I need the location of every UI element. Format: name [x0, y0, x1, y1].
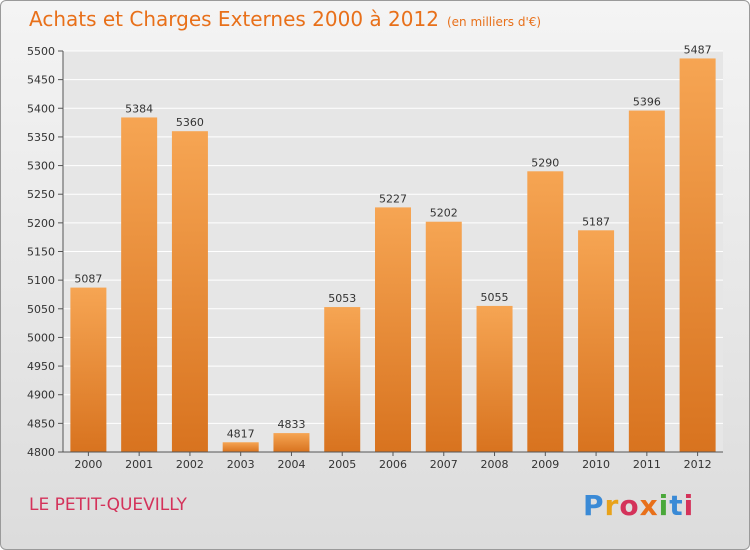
bar-2008	[476, 305, 513, 452]
data-label-2011: 5396	[633, 96, 661, 109]
x-tick-label-2009: 2009	[531, 458, 559, 471]
proxiti-logo: Proxiti	[583, 489, 693, 523]
data-label-2007: 5202	[430, 207, 458, 220]
data-label-2003: 4817	[227, 427, 255, 440]
logo-letter: P	[583, 489, 605, 522]
data-label-2000: 5087	[74, 273, 102, 286]
bar-2010	[578, 230, 615, 452]
x-tick-label-2012: 2012	[684, 458, 712, 471]
x-tick-label-2004: 2004	[277, 458, 305, 471]
x-tick-label-2005: 2005	[328, 458, 356, 471]
x-tick-label-2007: 2007	[430, 458, 458, 471]
data-label-2009: 5290	[531, 156, 559, 169]
data-label-2010: 5187	[582, 215, 610, 228]
bar-2000	[70, 287, 107, 452]
y-tick-label: 5400	[27, 102, 55, 115]
data-label-2006: 5227	[379, 192, 407, 205]
x-tick-label-2003: 2003	[227, 458, 255, 471]
y-tick-label: 5200	[27, 217, 55, 230]
x-tick-label-2000: 2000	[74, 458, 102, 471]
y-tick-label: 4900	[27, 389, 55, 402]
logo-letter: i	[683, 489, 695, 522]
commune-name: LE PETIT-QUEVILLY	[29, 495, 187, 515]
y-tick-label: 5350	[27, 131, 55, 144]
bars	[70, 58, 716, 453]
bar-2009	[527, 171, 564, 453]
logo-letter: x	[639, 489, 659, 522]
chart-title-text: Achats et Charges Externes 2000 à 2012	[29, 7, 439, 31]
x-tick-label-2011: 2011	[633, 458, 661, 471]
data-label-2008: 5055	[481, 291, 509, 304]
logo-letter: i	[658, 489, 670, 522]
x-tick-label-2010: 2010	[582, 458, 610, 471]
data-label-2004: 4833	[277, 418, 305, 431]
y-tick-label: 5150	[27, 246, 55, 259]
x-axis: 2000 2001 2002 2003 2004 2005 2006 2007 2008 2009…	[63, 451, 723, 471]
y-tick-label: 5250	[27, 188, 55, 201]
x-tick-label-2001: 2001	[125, 458, 153, 471]
chart-subtitle: (en milliers d'€)	[446, 15, 542, 29]
bar-2006	[375, 207, 411, 452]
x-tick-label-2006: 2006	[379, 458, 407, 471]
y-tick-label: 4800	[27, 446, 55, 459]
data-label-2012: 5487	[684, 43, 712, 56]
y-tick-label: 4850	[27, 417, 55, 430]
data-labels: 5087 5384 5360 4817 4833 5053 5227 5202 5055 5290…	[74, 43, 711, 440]
bar-2005	[324, 307, 361, 452]
bar-2004	[273, 433, 310, 452]
x-tick-label-2008: 2008	[481, 458, 509, 471]
bar-2007	[425, 221, 462, 452]
y-tick-label: 5300	[27, 160, 55, 173]
chart-title: Achats et Charges Externes 2000 à 2012 (e…	[29, 7, 541, 31]
data-label-2005: 5053	[328, 292, 356, 305]
bar-2012	[679, 58, 716, 452]
bar-2001	[121, 117, 158, 453]
y-tick-label: 5500	[27, 45, 55, 58]
logo-letter: r	[604, 489, 620, 522]
bar-2003	[222, 442, 259, 452]
y-tick-label: 5000	[27, 331, 55, 344]
logo-letter: o	[619, 489, 640, 522]
y-tick-label: 4950	[27, 360, 55, 373]
data-label-2001: 5384	[125, 102, 153, 115]
bar-2002	[171, 131, 208, 452]
bar-2011	[628, 110, 665, 452]
data-label-2002: 5360	[176, 116, 204, 129]
y-tick-label: 5050	[27, 303, 55, 316]
y-axis: 4800 4850 4900 4950 5000 5050 5100 5150 5200 5250…	[27, 45, 64, 459]
y-tick-label: 5100	[27, 274, 55, 287]
y-tick-label: 5450	[27, 74, 55, 87]
logo-letter: t	[669, 489, 684, 522]
x-tick-label-2002: 2002	[176, 458, 204, 471]
